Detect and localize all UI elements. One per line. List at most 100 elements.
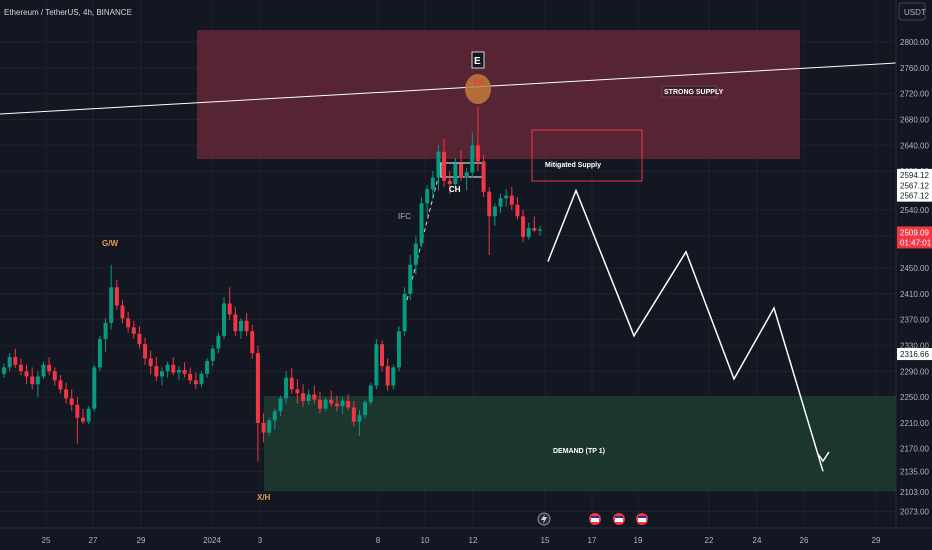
candle[interactable] — [436, 145, 441, 191]
candle[interactable] — [278, 395, 283, 417]
candle[interactable] — [216, 332, 221, 354]
candle[interactable] — [148, 350, 153, 375]
candle[interactable] — [295, 379, 300, 404]
candle[interactable] — [58, 375, 63, 394]
projection-path[interactable] — [547, 188, 824, 472]
candle[interactable] — [47, 357, 52, 376]
candle[interactable] — [97, 335, 102, 372]
candle[interactable] — [408, 255, 413, 301]
price-axis[interactable] — [896, 0, 932, 550]
candle[interactable] — [176, 366, 181, 381]
candle[interactable] — [380, 340, 385, 372]
candle[interactable] — [13, 348, 18, 369]
candle[interactable] — [470, 132, 475, 178]
candle[interactable] — [69, 389, 74, 412]
candle[interactable] — [2, 363, 6, 378]
candle[interactable] — [396, 326, 401, 372]
candle[interactable] — [357, 409, 362, 436]
candle[interactable] — [368, 382, 373, 405]
candle[interactable] — [182, 362, 187, 378]
candle[interactable] — [80, 408, 85, 425]
candle[interactable] — [92, 364, 97, 412]
yi-marker[interactable] — [465, 74, 491, 104]
candle[interactable] — [41, 361, 46, 380]
candle[interactable] — [419, 196, 424, 248]
lightning-icon[interactable] — [537, 512, 551, 526]
candle[interactable] — [238, 318, 243, 339]
candle[interactable] — [7, 353, 12, 372]
candle[interactable] — [515, 196, 520, 220]
candle[interactable] — [188, 367, 193, 385]
candle[interactable] — [447, 171, 452, 194]
candle[interactable] — [329, 390, 334, 407]
candle[interactable] — [301, 384, 306, 407]
candle[interactable] — [464, 167, 469, 191]
candle[interactable] — [521, 209, 526, 243]
currency-button[interactable] — [898, 2, 926, 21]
candle[interactable] — [385, 358, 390, 391]
candle[interactable] — [24, 364, 29, 385]
candle[interactable] — [86, 406, 91, 425]
candle[interactable] — [402, 287, 407, 336]
candle[interactable] — [30, 367, 35, 390]
candle[interactable] — [222, 297, 227, 339]
candle[interactable] — [475, 106, 480, 172]
candle[interactable] — [492, 203, 497, 226]
candle[interactable] — [154, 357, 159, 381]
candle[interactable] — [171, 357, 176, 376]
candle[interactable] — [481, 154, 486, 197]
candle[interactable] — [233, 306, 238, 336]
candle[interactable] — [413, 235, 418, 275]
candle[interactable] — [261, 413, 266, 443]
candle[interactable] — [334, 395, 339, 412]
candle[interactable] — [374, 338, 379, 390]
candle[interactable] — [509, 187, 514, 210]
candle[interactable] — [131, 320, 136, 339]
candle[interactable] — [453, 158, 458, 190]
candle[interactable] — [126, 311, 131, 333]
candle[interactable] — [255, 345, 260, 462]
candle[interactable] — [363, 399, 368, 420]
candle[interactable] — [306, 389, 311, 405]
candle[interactable] — [430, 171, 435, 197]
mitigated-supply-box[interactable] — [531, 129, 643, 182]
candle[interactable] — [538, 225, 542, 236]
candle[interactable] — [114, 279, 119, 310]
candle[interactable] — [137, 326, 142, 349]
candle[interactable] — [351, 400, 356, 427]
candle[interactable] — [18, 358, 23, 376]
candle[interactable] — [109, 264, 114, 330]
candle[interactable] — [205, 358, 210, 378]
candle[interactable] — [346, 394, 351, 410]
candle[interactable] — [193, 372, 198, 390]
candle[interactable] — [391, 364, 396, 390]
candle[interactable] — [459, 150, 464, 181]
candle[interactable] — [289, 368, 294, 394]
candle[interactable] — [442, 138, 447, 188]
candle[interactable] — [284, 371, 289, 404]
candle[interactable] — [425, 185, 430, 217]
candle[interactable] — [210, 345, 215, 367]
candle[interactable] — [317, 391, 322, 414]
candle[interactable] — [120, 300, 125, 324]
candle[interactable] — [244, 313, 249, 336]
candle[interactable] — [35, 371, 40, 398]
flag-icon[interactable] — [589, 513, 601, 525]
candle[interactable] — [250, 324, 255, 359]
candle[interactable] — [143, 337, 148, 365]
candle[interactable] — [532, 216, 537, 233]
candle[interactable] — [272, 408, 277, 430]
candle[interactable] — [323, 397, 328, 412]
demand-zone[interactable] — [264, 396, 896, 491]
strong-supply-zone[interactable] — [197, 30, 800, 159]
candle[interactable] — [487, 187, 492, 256]
candle[interactable] — [52, 367, 57, 386]
flag-icon[interactable] — [613, 513, 625, 525]
flag-icon[interactable] — [636, 513, 648, 525]
candle[interactable] — [227, 287, 232, 320]
candle[interactable] — [165, 361, 170, 378]
candle[interactable] — [498, 193, 503, 214]
candle[interactable] — [75, 397, 80, 444]
candle[interactable] — [199, 371, 204, 388]
